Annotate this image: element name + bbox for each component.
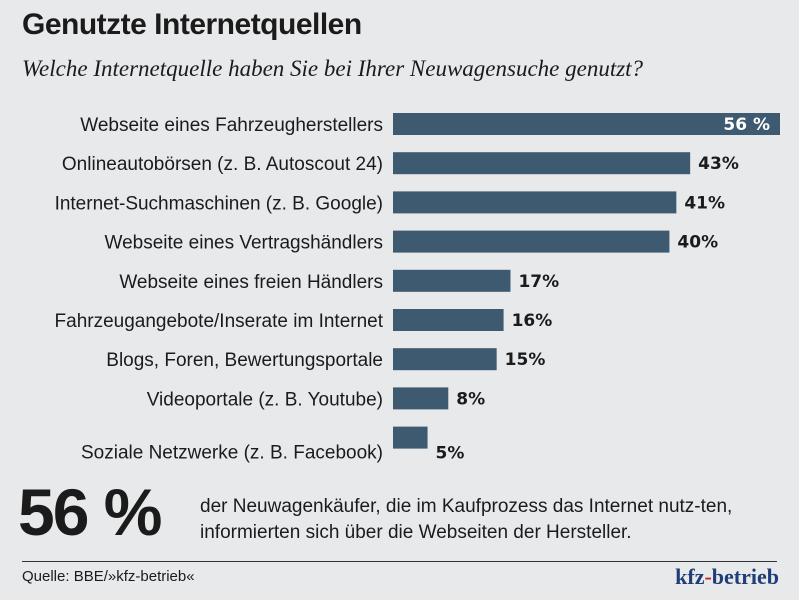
category-label: Fahrzeugangebote/Inserate im Internet xyxy=(55,311,384,332)
bar-chart: Webseite eines Fahrzeugherstellers 56 % On… xyxy=(55,113,780,464)
value-label: 15% xyxy=(505,350,546,370)
category-label: Internet-Suchmaschinen (z. B. Google) xyxy=(55,193,383,214)
value-label: 16% xyxy=(512,311,553,331)
highlight-value: 56 % xyxy=(18,475,162,549)
logo-part2: betrieb xyxy=(711,564,779,589)
value-label: 56 % xyxy=(723,115,770,135)
value-label: 40% xyxy=(677,233,718,253)
category-label: Webseite eines Vertragshändlers xyxy=(105,233,383,254)
logo-part1: kfz xyxy=(675,564,705,589)
value-label: 41% xyxy=(684,193,725,213)
bar xyxy=(393,113,780,135)
bar xyxy=(393,426,428,449)
bar xyxy=(393,191,677,214)
category-label: Videoportale (z. B. Youtube) xyxy=(147,389,383,410)
bar xyxy=(393,269,511,292)
logo-dash: - xyxy=(704,564,712,589)
chart-title: Genutzte Internetquellen xyxy=(22,8,362,41)
value-label: 5% xyxy=(436,444,465,464)
value-label: 43% xyxy=(698,154,739,174)
value-label: 17% xyxy=(518,272,559,292)
bar xyxy=(393,348,497,371)
source-note: Quelle: BBE/»kfz-betrieb« xyxy=(22,568,195,585)
kfz-betrieb-logo: kfz-betrieb xyxy=(675,564,779,590)
highlight-text: der Neuwagenkäufer, die im Kaufprozess d… xyxy=(200,496,733,543)
bar xyxy=(393,309,504,331)
bar xyxy=(393,152,691,175)
category-label: Webseite eines Fahrzeugherstellers xyxy=(80,115,383,136)
category-label: Onlineautobörsen (z. B. Autoscout 24) xyxy=(62,154,383,175)
category-label: Soziale Netzwerke (z. B. Facebook) xyxy=(81,443,383,464)
category-label: Blogs, Foren, Bewertungsportale xyxy=(106,350,383,371)
category-label: Webseite eines freien Händlers xyxy=(119,272,383,293)
bar xyxy=(393,387,449,410)
chart-subtitle: Welche Internetquelle haben Sie bei Ihre… xyxy=(22,56,644,81)
divider xyxy=(22,561,777,562)
bar xyxy=(393,230,670,253)
value-label: 8% xyxy=(456,389,485,409)
